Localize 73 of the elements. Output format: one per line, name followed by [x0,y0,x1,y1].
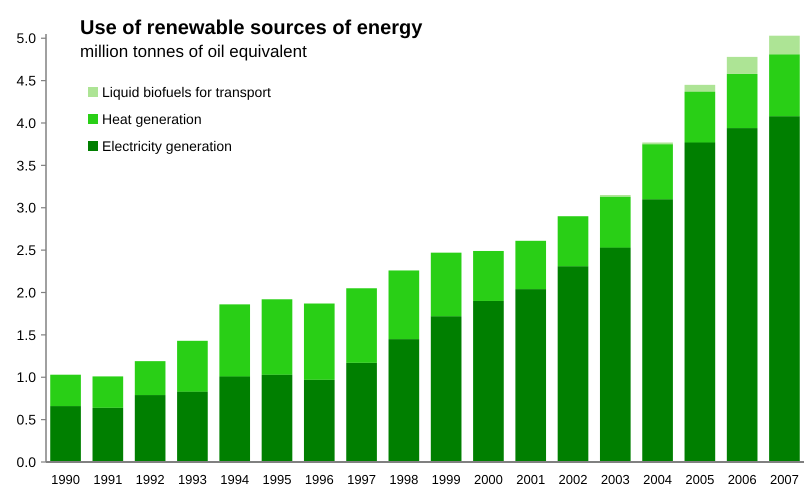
y-tick-label: 0.0 [16,454,36,470]
bar [600,196,631,248]
y-tick-label: 2.0 [16,284,36,300]
x-tick-label: 2007 [770,472,799,487]
bar [769,116,800,462]
bar [558,266,588,462]
bar [262,374,292,462]
x-tick-label: 2005 [685,472,714,487]
y-tick-label: 3.5 [16,157,36,174]
bar [473,250,504,301]
x-tick-label: 1994 [220,472,250,487]
bar [219,304,250,376]
bar [346,362,377,462]
x-tick-label: 1993 [178,472,207,487]
bar [92,376,124,408]
x-tick-label: 1996 [304,472,334,487]
y-tick-label: 4.5 [16,72,36,89]
bar [346,288,377,363]
bar [50,374,81,406]
x-tick-label: 1990 [51,472,80,487]
x-tick-label: 2003 [600,472,630,487]
bar [304,380,335,462]
x-tick-label: 1991 [93,472,122,487]
bar [769,36,800,54]
x-tick-label: 1997 [347,472,376,487]
legend-label: Electricity generation [102,138,232,154]
bar [388,270,420,340]
bar [388,339,420,462]
bar [304,304,335,380]
bar [473,300,504,462]
y-tick-label: 2.5 [16,242,36,258]
bar [262,299,292,375]
x-tick-label: 1995 [262,472,292,487]
bar [684,92,716,142]
bar [769,54,800,116]
bar [726,128,758,462]
bar [177,340,208,392]
y-tick-label: 5.0 [16,30,36,46]
bar [684,84,716,92]
bar [726,74,758,128]
bar [642,199,673,462]
x-tick-label: 1999 [432,472,461,487]
bar [430,316,462,462]
x-tick-label: 2001 [516,472,546,487]
bar [430,252,462,316]
y-tick-label: 1.0 [16,369,36,386]
x-tick-label: 1998 [389,472,418,487]
bar [92,408,124,462]
x-tick-label: 2002 [558,472,588,487]
x-tick-label: 2004 [643,472,672,487]
x-tick-label: 1992 [136,472,165,487]
legend-label: Liquid biofuels for transport [102,84,271,100]
bar [726,56,758,74]
y-tick-label: 4.0 [16,114,36,131]
bar [515,289,546,462]
x-tick-label: 2000 [474,472,503,487]
bar [515,240,546,290]
bar [50,406,81,462]
bar [558,216,588,266]
x-tick-label: 2006 [728,472,757,487]
chart-title: Use of renewable sources of energy [80,17,424,39]
bar [219,376,250,462]
bar [134,361,166,396]
y-tick-label: 0.5 [16,412,36,428]
text: million tonnes of oil equivalent [80,42,308,61]
bar [642,144,673,200]
y-tick-label: 1.5 [16,326,36,343]
bar [600,248,631,462]
legend-label: Heat generation [102,110,202,127]
bar [684,142,716,462]
y-tick-label: 3.0 [16,200,36,216]
bar [134,395,166,462]
bar [177,392,208,462]
